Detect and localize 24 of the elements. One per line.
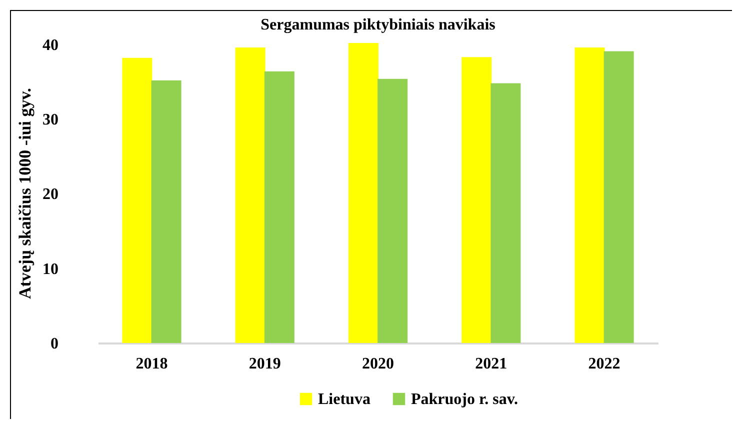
y-tick-label: 40 [42,36,58,54]
x-tick-label: 2020 [362,356,394,372]
bar [348,43,378,343]
bar [264,71,294,343]
bar [574,47,605,343]
bar [604,51,634,343]
x-tick-label: 2022 [588,356,620,372]
y-axis-title: Atvejų skaičius 1000 -iui gyv. [16,88,34,300]
y-tick-label: 0 [50,336,58,352]
x-tick-label: 2021 [475,356,508,372]
bar [151,80,182,343]
y-tick-label: 20 [42,186,58,204]
x-tick-label: 2018 [136,356,168,372]
bar [462,57,492,343]
x-tick-label: 2019 [248,356,281,372]
bar [235,47,266,343]
chart-title: Sergamumas piktybiniais navikais [260,16,496,34]
bar [122,58,152,343]
legend-label: Lietuva [318,391,370,408]
y-tick-label: 30 [42,112,58,129]
legend-label: Pakruojo r. sav. [411,391,518,408]
bar [378,78,408,343]
bar [490,83,521,343]
y-tick-label: 10 [42,260,58,278]
